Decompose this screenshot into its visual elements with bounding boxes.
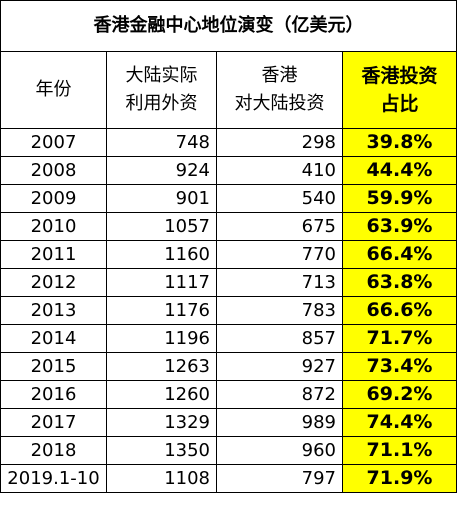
table-row: 2018 1350 960 71.1% [0,436,457,465]
header-share-line2: 占比 [380,93,419,115]
hk-share-cell: 66.4% [342,240,457,269]
header-hk-line1: 香港 [261,65,298,86]
header-year: 年份 [0,51,107,129]
header-fdi-line1: 大陆实际 [125,65,198,86]
investment-table: 香港金融中心地位演变（亿美元） 年份 大陆实际 利用外资 香港 对大陆投资 香港… [0,0,457,493]
hk-share-cell: 66.6% [342,296,457,325]
hk-share-cell: 63.8% [342,268,457,297]
table-row: 2013 1176 783 66.6% [0,296,457,325]
fdi-cell: 1329 [106,408,217,437]
hk-investment-cell: 675 [216,212,343,241]
hk-investment-cell: 783 [216,296,343,325]
table-row: 2019.1-10 1108 797 71.9% [0,464,457,493]
year-cell: 2012 [0,268,107,297]
hk-investment-cell: 927 [216,352,343,381]
table-row: 2012 1117 713 63.8% [0,268,457,297]
table-row: 2009 901 540 59.9% [0,184,457,213]
hk-investment-cell: 989 [216,408,343,437]
table-title: 香港金融中心地位演变（亿美元） [0,0,457,52]
header-share-line1: 香港投资 [361,65,438,87]
year-cell: 2016 [0,380,107,409]
year-cell: 2009 [0,184,107,213]
table-title-row: 香港金融中心地位演变（亿美元） [0,0,457,52]
table-row: 2010 1057 675 63.9% [0,212,457,241]
hk-share-cell: 39.8% [342,128,457,157]
table-row: 2017 1329 989 74.4% [0,408,457,437]
fdi-cell: 1057 [106,212,217,241]
hk-share-cell: 71.7% [342,324,457,353]
hk-share-cell: 63.9% [342,212,457,241]
hk-investment-cell: 770 [216,240,343,269]
hk-investment-cell: 298 [216,128,343,157]
year-cell: 2017 [0,408,107,437]
hk-share-cell: 74.4% [342,408,457,437]
table-row: 2007 748 298 39.8% [0,128,457,157]
year-cell: 2014 [0,324,107,353]
fdi-cell: 1263 [106,352,217,381]
header-fdi-line2: 利用外资 [125,93,198,114]
hk-share-cell: 71.9% [342,464,457,493]
header-hk-share: 香港投资 占比 [342,51,457,129]
year-cell: 2007 [0,128,107,157]
year-cell: 2011 [0,240,107,269]
hk-investment-cell: 540 [216,184,343,213]
hk-investment-cell: 410 [216,156,343,185]
hk-share-cell: 73.4% [342,352,457,381]
hk-investment-cell: 872 [216,380,343,409]
fdi-cell: 924 [106,156,217,185]
table-row: 2014 1196 857 71.7% [0,324,457,353]
fdi-cell: 748 [106,128,217,157]
year-cell: 2010 [0,212,107,241]
header-hk-line2: 对大陆投资 [234,93,325,114]
table-row: 2015 1263 927 73.4% [0,352,457,381]
year-cell: 2013 [0,296,107,325]
hk-investment-cell: 960 [216,436,343,465]
table-row: 2016 1260 872 69.2% [0,380,457,409]
hk-share-cell: 59.9% [342,184,457,213]
fdi-cell: 1108 [106,464,217,493]
fdi-cell: 1196 [106,324,217,353]
header-fdi: 大陆实际 利用外资 [106,51,217,129]
fdi-cell: 1176 [106,296,217,325]
year-cell: 2008 [0,156,107,185]
fdi-cell: 1260 [106,380,217,409]
table-header-row: 年份 大陆实际 利用外资 香港 对大陆投资 香港投资 占比 [0,51,457,129]
year-cell: 2018 [0,436,107,465]
table-row: 2008 924 410 44.4% [0,156,457,185]
hk-investment-cell: 857 [216,324,343,353]
year-cell: 2019.1-10 [0,464,107,493]
fdi-cell: 901 [106,184,217,213]
fdi-cell: 1160 [106,240,217,269]
hk-investment-cell: 797 [216,464,343,493]
hk-share-cell: 69.2% [342,380,457,409]
hk-investment-cell: 713 [216,268,343,297]
fdi-cell: 1350 [106,436,217,465]
fdi-cell: 1117 [106,268,217,297]
header-year-label: 年份 [35,79,72,100]
table-row: 2011 1160 770 66.4% [0,240,457,269]
year-cell: 2015 [0,352,107,381]
hk-share-cell: 44.4% [342,156,457,185]
hk-share-cell: 71.1% [342,436,457,465]
header-hk-investment: 香港 对大陆投资 [216,51,343,129]
